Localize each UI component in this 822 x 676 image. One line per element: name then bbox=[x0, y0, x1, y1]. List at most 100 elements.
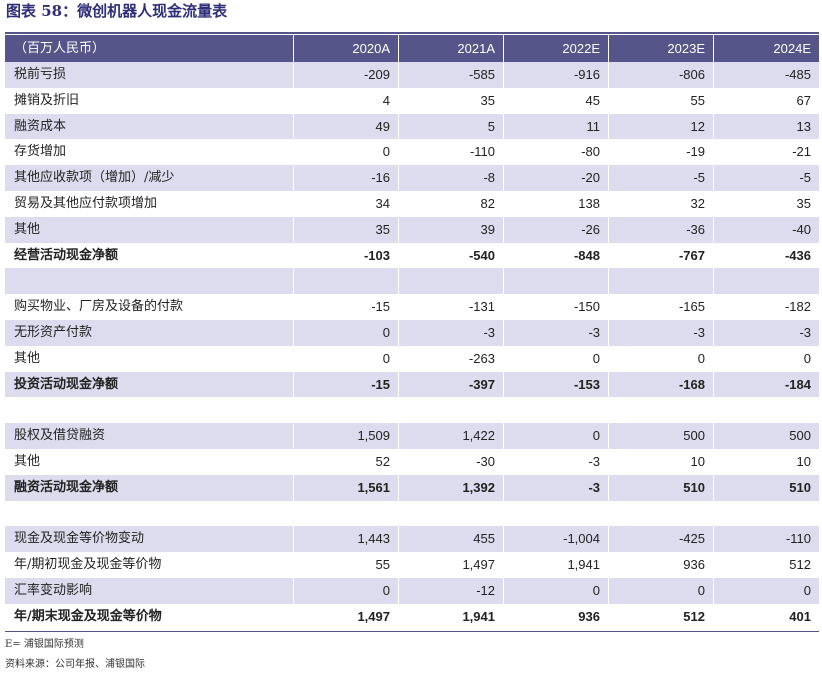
value-cell: 10 bbox=[713, 449, 819, 475]
value-cell: 0 bbox=[608, 578, 713, 604]
title: 图表 58：微创机器人现金流量表 bbox=[6, 2, 228, 20]
row-label: 汇率变动影响 bbox=[14, 583, 93, 598]
value-cell: -20 bbox=[503, 165, 608, 192]
table-row: 购买物业、厂房及设备的付款 -15 -131 -150 -165 -182 bbox=[5, 294, 819, 321]
value-cell: 52 bbox=[293, 449, 398, 475]
value-cell: -806 bbox=[608, 62, 713, 88]
table-row: 融资成本 49 5 11 12 13 bbox=[5, 113, 819, 140]
table-row: 现金及现金等价物变动 1,443 455 -1,004 -425 -110 bbox=[5, 526, 819, 553]
table-row: 股权及借贷融资 1,509 1,422 0 500 500 bbox=[5, 423, 819, 450]
value-cell: -12 bbox=[398, 578, 503, 604]
table-row: 其他 52 -30 -3 10 10 bbox=[5, 449, 819, 475]
value-cell: 0 bbox=[713, 578, 819, 604]
value-cell: -3 bbox=[503, 474, 608, 501]
value-cell: 0 bbox=[608, 345, 713, 372]
value-cell: -30 bbox=[398, 449, 503, 475]
header-cell: 2023E bbox=[608, 35, 713, 62]
value-cell: 0 bbox=[293, 578, 398, 604]
value-cell: -15 bbox=[293, 371, 398, 398]
value-cell: -40 bbox=[713, 216, 819, 243]
row-label: 税前亏损 bbox=[14, 67, 67, 82]
value-cell: 67 bbox=[713, 87, 819, 114]
value-cell: 936 bbox=[608, 552, 713, 579]
value-cell: 0 bbox=[503, 345, 608, 372]
value-cell: -540 bbox=[398, 242, 503, 269]
table-row: 无形资产付款 0 -3 -3 -3 -3 bbox=[5, 320, 819, 346]
value-cell: 1,497 bbox=[293, 603, 398, 630]
value-cell: 510 bbox=[608, 474, 713, 501]
cell bbox=[608, 397, 713, 424]
row-label: 其他 bbox=[14, 350, 41, 366]
row-label: 摊销及折旧 bbox=[14, 92, 80, 108]
value-cell: 35 bbox=[398, 87, 503, 114]
value-cell: 35 bbox=[713, 191, 819, 217]
value-cell: 510 bbox=[713, 474, 819, 501]
header-row: （百万人民币） 2020A 2021A 2022E 2023E 2024E bbox=[5, 35, 819, 62]
value-cell: -585 bbox=[398, 62, 503, 88]
cell bbox=[398, 397, 503, 424]
value-cell: 4 bbox=[293, 87, 398, 114]
table-row: 经营活动现金净额 -103 -540 -848 -767 -436 bbox=[5, 242, 819, 269]
cell bbox=[503, 268, 608, 295]
value-cell: -1,004 bbox=[503, 526, 608, 553]
row-label: 无形资产付款 bbox=[14, 325, 93, 340]
table-row: 其他 35 39 -26 -36 -40 bbox=[5, 216, 819, 243]
value-cell: -3 bbox=[503, 320, 608, 346]
cell bbox=[503, 500, 608, 527]
cell bbox=[293, 268, 398, 295]
value-cell: -425 bbox=[608, 526, 713, 553]
value-cell: 512 bbox=[608, 603, 713, 630]
header-cell: 2022E bbox=[503, 35, 608, 62]
row-label: 购买物业、厂房及设备的付款 bbox=[14, 299, 184, 315]
value-cell: -16 bbox=[293, 165, 398, 192]
spacer-row bbox=[5, 268, 819, 295]
value-cell: -3 bbox=[608, 320, 713, 346]
value-cell: -150 bbox=[503, 294, 608, 321]
table-row: 年/期初现金及现金等价物 55 1,497 1,941 936 512 bbox=[5, 552, 819, 579]
value-cell: 55 bbox=[293, 552, 398, 579]
value-cell: 1,443 bbox=[293, 526, 398, 553]
footnote: 资料来源：公司年报、浦银国际 bbox=[5, 658, 145, 670]
table-row: 税前亏损 -209 -585 -916 -806 -485 bbox=[5, 62, 819, 88]
value-cell: -80 bbox=[503, 139, 608, 166]
table-row: 年/期末现金及现金等价物 1,497 1,941 936 512 401 bbox=[5, 603, 819, 630]
value-cell: 35 bbox=[293, 216, 398, 243]
value-cell: -8 bbox=[398, 165, 503, 192]
footnote: E= 浦银国际预测 bbox=[5, 638, 84, 650]
value-cell: -3 bbox=[398, 320, 503, 346]
row-label: 融资活动现金净额 bbox=[14, 479, 119, 495]
value-cell: 401 bbox=[713, 603, 819, 630]
value-cell: 1,561 bbox=[293, 474, 398, 501]
row-label: 经营活动现金净额 bbox=[14, 247, 119, 263]
value-cell: -5 bbox=[608, 165, 713, 192]
value-cell: -767 bbox=[608, 242, 713, 269]
value-cell: -209 bbox=[293, 62, 398, 88]
value-cell: 1,941 bbox=[398, 603, 503, 630]
row-label: 其他 bbox=[14, 221, 41, 237]
value-cell: 34 bbox=[293, 191, 398, 217]
value-cell: -19 bbox=[608, 139, 713, 166]
value-cell: 1,422 bbox=[398, 423, 503, 450]
value-cell: -110 bbox=[713, 526, 819, 553]
value-cell: -3 bbox=[503, 449, 608, 475]
row-label: 投资活动现金净额 bbox=[14, 376, 119, 392]
value-cell: -485 bbox=[713, 62, 819, 88]
table-row: 融资活动现金净额 1,561 1,392 -3 510 510 bbox=[5, 474, 819, 501]
value-cell: 1,941 bbox=[503, 552, 608, 579]
value-cell: 455 bbox=[398, 526, 503, 553]
value-cell: 0 bbox=[713, 345, 819, 372]
value-cell: 512 bbox=[713, 552, 819, 579]
header-cell: （百万人民币） bbox=[14, 41, 106, 56]
value-cell: 5 bbox=[398, 113, 503, 140]
cell bbox=[398, 500, 503, 527]
value-cell: 32 bbox=[608, 191, 713, 217]
value-cell: -26 bbox=[503, 216, 608, 243]
table-row: 摊销及折旧 4 35 45 55 67 bbox=[5, 87, 819, 114]
value-cell: 936 bbox=[503, 603, 608, 630]
table-row: 投资活动现金净额 -15 -397 -153 -168 -184 bbox=[5, 371, 819, 398]
value-cell: -436 bbox=[713, 242, 819, 269]
value-cell: -153 bbox=[503, 371, 608, 398]
cell bbox=[713, 268, 819, 295]
cell bbox=[398, 268, 503, 295]
value-cell: 1,497 bbox=[398, 552, 503, 579]
